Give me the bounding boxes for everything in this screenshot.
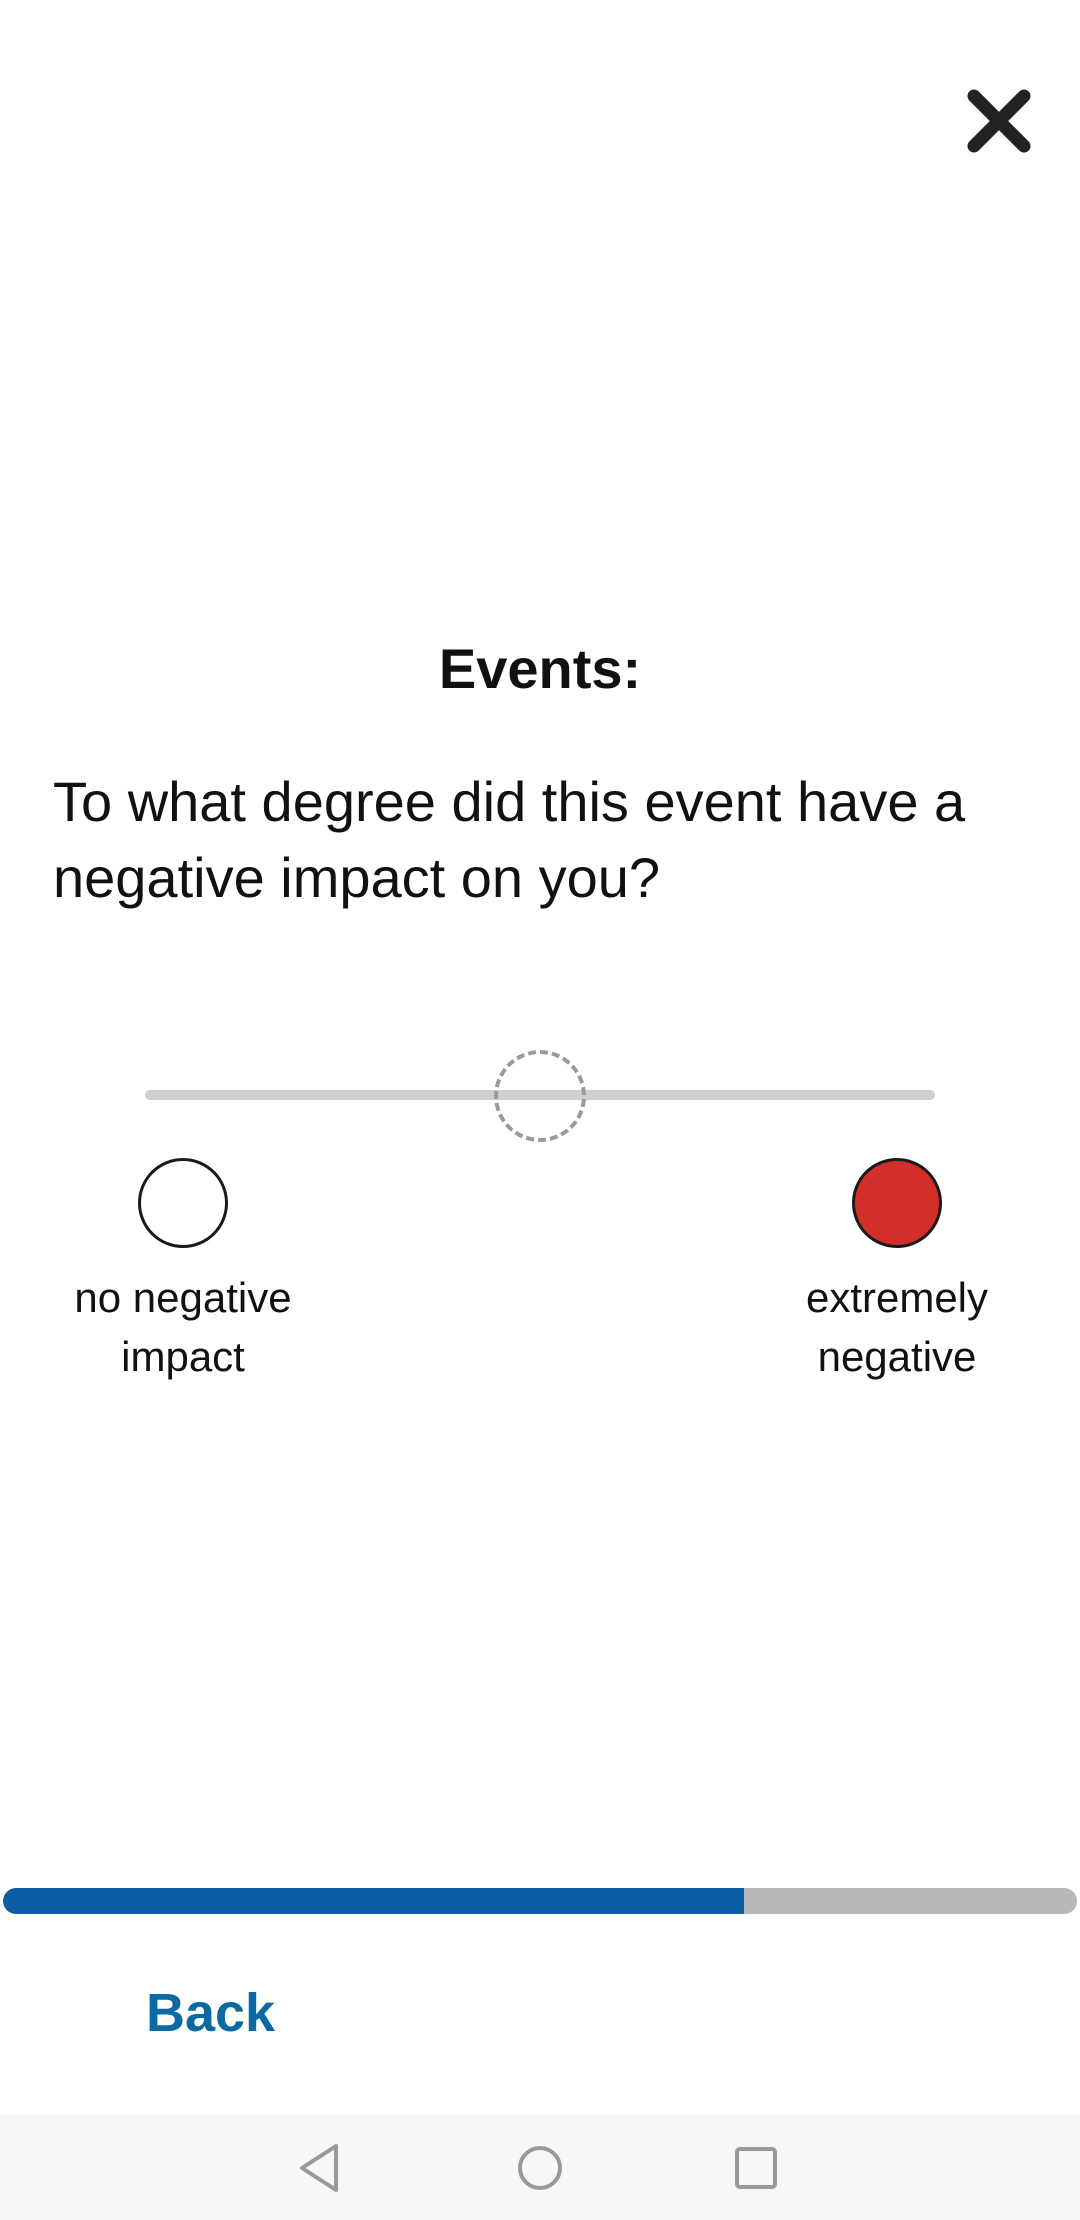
- page-title: Events:: [438, 637, 642, 700]
- system-navigation-bar: [0, 2114, 1080, 2220]
- close-x-icon: [967, 89, 1031, 153]
- anchor-high-circle: [852, 1158, 942, 1248]
- impact-slider[interactable]: [140, 1040, 940, 1150]
- close-button[interactable]: [964, 86, 1034, 156]
- anchor-low-circle: [138, 1158, 228, 1248]
- anchor-low-label: no negative impact: [74, 1274, 292, 1380]
- back-button[interactable]: Back: [146, 1983, 276, 2043]
- question-text: To what degree did this event have a neg…: [53, 770, 966, 909]
- nav-home-button[interactable]: [508, 2136, 572, 2200]
- nav-back-icon: [300, 2144, 338, 2192]
- nav-home-icon: [518, 2146, 562, 2190]
- slider-thumb[interactable]: [494, 1050, 586, 1142]
- progress-bar-fill: [3, 1888, 745, 1914]
- anchor-high: extremely negative: [767, 1158, 1027, 1386]
- progress-bar: [3, 1888, 1077, 1914]
- nav-recents-icon: [735, 2147, 777, 2189]
- nav-back-button[interactable]: [290, 2136, 354, 2200]
- anchor-high-label: extremely negative: [805, 1274, 989, 1380]
- nav-recents-button[interactable]: [724, 2136, 788, 2200]
- anchor-low: no negative impact: [53, 1158, 313, 1386]
